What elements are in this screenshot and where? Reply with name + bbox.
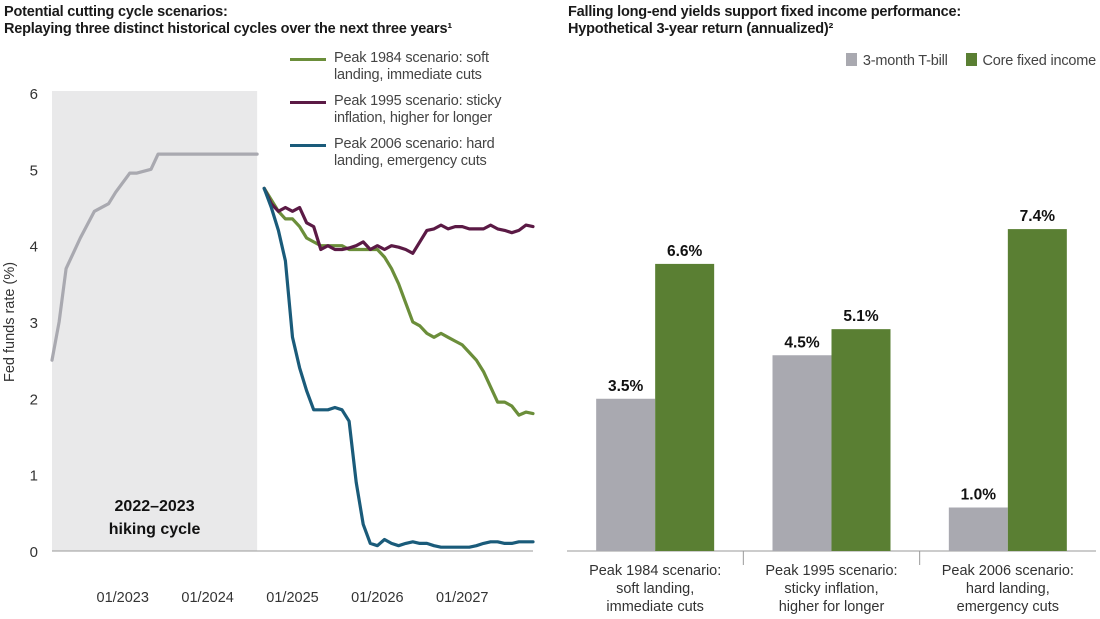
y-tick-label: 6 <box>30 86 38 103</box>
bar-chart: 3.5% 6.6% Peak 1984 scenario: soft landing,… <box>567 208 1096 615</box>
series-line-historical <box>50 152 259 362</box>
legend-label: Core fixed income <box>982 53 1097 69</box>
bar-core-fixed-income <box>655 263 715 551</box>
hiking-cycle-shading <box>52 91 258 551</box>
y-tick-label: 2 <box>30 391 38 408</box>
hiking-cycle-label: 2022–2023 <box>115 498 195 515</box>
legend-swatch <box>290 144 326 147</box>
y-tick-label: 3 <box>30 315 38 332</box>
legend-swatch <box>290 58 326 61</box>
legend-label-line: landing, emergency cuts <box>334 153 487 169</box>
x-tick-label: 01/2024 <box>181 590 233 606</box>
line-chart: 2022–2023 hiking cycle 0 1 2 3 4 5 6 Fed funds ra… <box>2 86 535 606</box>
data-label: 1.0% <box>961 487 997 504</box>
data-label: 5.1% <box>843 308 879 325</box>
legend-swatch <box>965 53 977 66</box>
x-tick-label: 01/2025 <box>266 590 318 606</box>
x-tick-label: 01/2027 <box>436 590 488 606</box>
left-chart-title-line: Potential cutting cycle scenarios: <box>4 4 228 20</box>
bar-tbill <box>948 507 1008 551</box>
category-label: Peak 2006 scenario: <box>942 563 1074 579</box>
line-chart-legend: Peak 1984 scenario: soft landing, immedi… <box>290 50 530 179</box>
legend-swatch <box>290 101 326 104</box>
category-label: Peak 1984 scenario: <box>589 563 721 579</box>
bar-core-fixed-income <box>831 329 891 551</box>
right-chart-title: Falling long-end yields support fixed in… <box>568 4 961 38</box>
x-tick-label: 01/2026 <box>351 590 403 606</box>
category-label: sticky inflation, <box>784 581 878 597</box>
bar-chart-legend: 3-month T-bill Core fixed income <box>832 53 1096 69</box>
bar-tbill <box>596 398 656 551</box>
series-line-1984 <box>262 186 535 417</box>
right-chart-title-line: Falling long-end yields support fixed in… <box>568 4 962 20</box>
legend-label-line: landing, immediate cuts <box>334 67 482 83</box>
data-label: 6.6% <box>667 243 703 260</box>
category-label: higher for longer <box>779 599 885 615</box>
legend-label-line: Peak 1984 scenario: soft <box>334 50 489 66</box>
legend-label-line: inflation, higher for longer <box>334 110 493 126</box>
y-axis-title: Fed funds rate (%) <box>2 262 18 382</box>
category-label: Peak 1995 scenario: <box>765 563 897 579</box>
series-line-1995 <box>262 186 535 255</box>
legend-item-tbill: 3-month T-bill <box>845 53 948 69</box>
category-label: immediate cuts <box>606 599 704 615</box>
bar-core-fixed-income <box>1007 229 1067 551</box>
y-tick-label: 4 <box>30 239 38 256</box>
data-label: 3.5% <box>608 378 644 395</box>
series-line-2006 <box>262 186 535 549</box>
bar-tbill <box>772 355 832 551</box>
legend-item-1984: Peak 1984 scenario: soft landing, immedi… <box>290 50 530 84</box>
legend-label-line: Peak 1995 scenario: sticky <box>334 93 502 109</box>
legend-swatch <box>845 53 857 66</box>
legend-label: 3-month T-bill <box>862 53 948 69</box>
legend-item-2006: Peak 2006 scenario: hard landing, emerge… <box>290 136 530 170</box>
category-label: emergency cuts <box>957 599 1059 615</box>
data-label: 4.5% <box>784 334 820 351</box>
legend-item-1995: Peak 1995 scenario: sticky inflation, hi… <box>290 93 530 127</box>
x-tick-label: 01/2023 <box>97 590 149 606</box>
category-label: hard landing, <box>966 581 1050 597</box>
left-chart-title: Potential cutting cycle scenarios: Repla… <box>4 4 452 38</box>
left-chart-title-line: Replaying three distinct historical cycl… <box>4 21 452 37</box>
y-tick-label: 1 <box>30 468 38 485</box>
category-label: soft landing, <box>616 581 694 597</box>
y-tick-label: 0 <box>30 544 38 561</box>
right-chart-title-line: Hypothetical 3-year return (annualized)² <box>568 21 834 37</box>
hiking-cycle-label: hiking cycle <box>109 521 201 538</box>
data-label: 7.4% <box>1020 208 1056 225</box>
legend-label-line: Peak 2006 scenario: hard <box>334 136 495 152</box>
y-tick-label: 5 <box>30 162 38 179</box>
legend-item-core-fixed-income: Core fixed income <box>965 53 1097 69</box>
